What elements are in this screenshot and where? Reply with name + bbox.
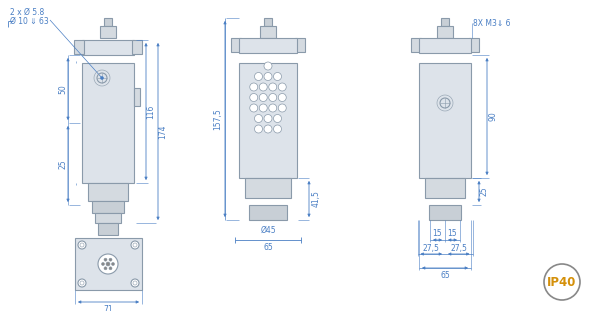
Bar	[231, 38, 241, 52]
Bar	[75, 238, 142, 290]
Bar	[95, 213, 121, 223]
Bar	[82, 63, 134, 183]
Circle shape	[109, 267, 112, 270]
Circle shape	[274, 72, 281, 81]
Text: 65: 65	[440, 272, 450, 281]
Bar	[82, 40, 134, 55]
Text: 25: 25	[59, 159, 67, 169]
Bar	[134, 88, 140, 106]
Circle shape	[101, 262, 104, 266]
Bar	[104, 18, 112, 26]
Circle shape	[250, 104, 258, 112]
Circle shape	[264, 72, 272, 81]
Circle shape	[254, 72, 263, 81]
Circle shape	[254, 125, 263, 133]
Circle shape	[104, 267, 107, 270]
Text: 15: 15	[448, 230, 457, 239]
Text: 2 x Ø 5.8: 2 x Ø 5.8	[10, 8, 44, 17]
Bar	[429, 205, 461, 220]
Circle shape	[98, 254, 118, 274]
Circle shape	[264, 114, 272, 123]
Bar	[419, 63, 471, 178]
Text: 71: 71	[104, 305, 113, 311]
Text: 27,5: 27,5	[451, 244, 467, 253]
Circle shape	[269, 94, 277, 101]
Text: 65: 65	[263, 244, 273, 253]
Circle shape	[106, 262, 110, 266]
Circle shape	[278, 94, 286, 101]
Circle shape	[278, 104, 286, 112]
Bar	[245, 178, 291, 198]
Circle shape	[131, 241, 139, 249]
Text: 41,5: 41,5	[311, 191, 320, 207]
Bar	[264, 18, 272, 26]
Bar	[437, 26, 453, 38]
Text: 90: 90	[488, 112, 497, 121]
Bar	[239, 63, 297, 178]
Bar	[92, 201, 124, 213]
Text: 116: 116	[146, 104, 155, 119]
Bar	[425, 178, 465, 198]
Circle shape	[104, 258, 107, 261]
Circle shape	[78, 241, 86, 249]
Bar	[249, 205, 287, 220]
Circle shape	[274, 114, 281, 123]
Text: Ø 10 ⇓ 63: Ø 10 ⇓ 63	[10, 17, 49, 26]
Bar	[469, 38, 479, 52]
Circle shape	[131, 279, 139, 287]
Bar	[132, 40, 142, 54]
Circle shape	[250, 83, 258, 91]
Bar	[295, 38, 305, 52]
Circle shape	[259, 83, 267, 91]
Circle shape	[133, 243, 137, 247]
Circle shape	[278, 83, 286, 91]
Circle shape	[133, 281, 137, 285]
Text: 25: 25	[479, 187, 488, 196]
Circle shape	[250, 94, 258, 101]
Circle shape	[112, 262, 115, 266]
Circle shape	[269, 104, 277, 112]
Bar	[260, 26, 276, 38]
Circle shape	[274, 125, 281, 133]
Circle shape	[264, 62, 272, 70]
Bar	[88, 183, 128, 201]
Circle shape	[259, 104, 267, 112]
Circle shape	[80, 281, 84, 285]
Circle shape	[109, 258, 112, 261]
Circle shape	[101, 77, 103, 79]
Text: IP40: IP40	[547, 276, 577, 289]
Circle shape	[78, 279, 86, 287]
Circle shape	[264, 125, 272, 133]
Text: 15: 15	[433, 230, 442, 239]
Bar	[100, 26, 116, 38]
Bar	[411, 38, 421, 52]
Text: 174: 174	[158, 124, 167, 139]
Text: Ø45: Ø45	[260, 225, 276, 234]
Bar	[419, 38, 471, 53]
Circle shape	[254, 114, 263, 123]
Bar	[441, 18, 449, 26]
Bar	[98, 223, 118, 235]
Circle shape	[269, 83, 277, 91]
Text: 27,5: 27,5	[423, 244, 440, 253]
Circle shape	[544, 264, 580, 300]
Bar	[239, 38, 297, 53]
Bar	[74, 40, 84, 54]
Text: 50: 50	[59, 84, 67, 94]
Circle shape	[259, 94, 267, 101]
Text: 157,5: 157,5	[214, 108, 223, 130]
Text: 8X M3⇓ 6: 8X M3⇓ 6	[473, 18, 511, 27]
Circle shape	[80, 243, 84, 247]
